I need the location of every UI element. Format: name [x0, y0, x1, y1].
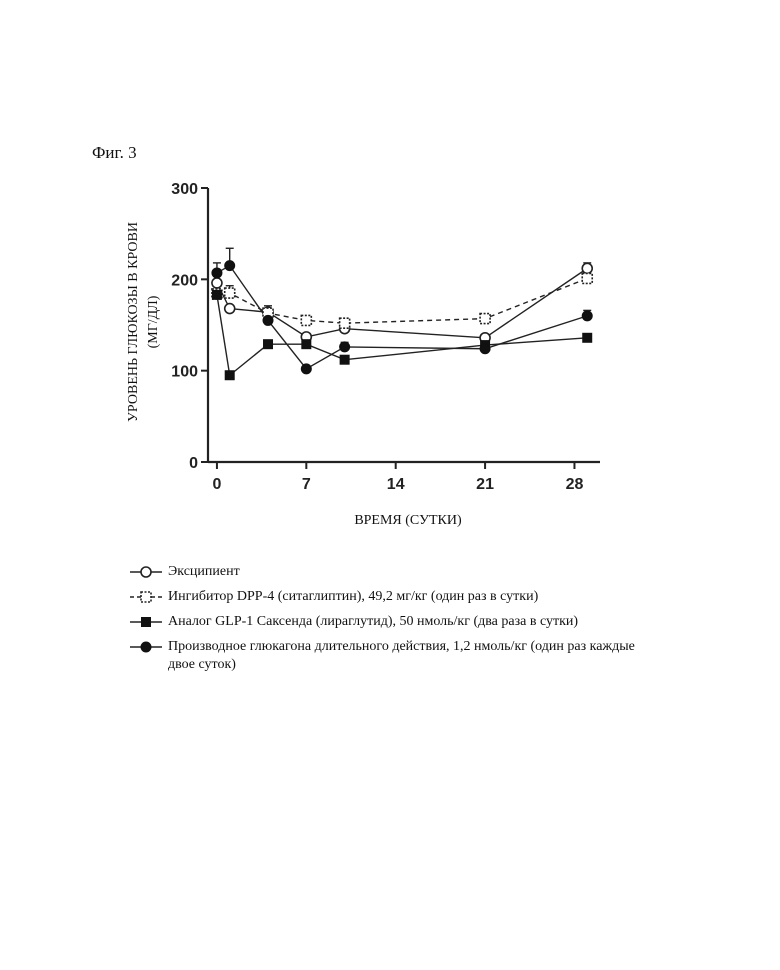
x-tick-label: 14 — [387, 476, 405, 493]
data-point — [582, 263, 592, 273]
data-point — [480, 314, 490, 324]
data-point — [212, 290, 222, 300]
data-point — [480, 344, 490, 354]
x-axis-label: ВРЕМЯ (СУТКИ) — [354, 513, 462, 528]
legend-symbol — [141, 567, 151, 577]
data-point — [301, 315, 311, 325]
series-line — [217, 268, 587, 337]
legend-marker-filled-circle — [128, 638, 164, 656]
legend-label: Аналог GLP-1 Саксенда (лираглутид), 50 н… — [168, 613, 648, 631]
legend-label: Ингибитор DPP-4 (ситаглиптин), 49,2 мг/к… — [168, 588, 648, 606]
y-tick-label: 300 — [171, 181, 198, 198]
data-point — [582, 311, 592, 321]
y-axis-label-unit: (МГ/ДЛ) — [146, 295, 161, 348]
data-point — [225, 304, 235, 314]
data-point — [340, 342, 350, 352]
data-point — [340, 318, 350, 328]
glucose-line-chart: 0 100 200 300 0 7 14 21 28 ВРЕМЯ (СУТКИ) УРОВЕНЬ Г… — [0, 0, 780, 560]
legend-label: Производное глюкагона длительного действ… — [168, 638, 648, 674]
data-point — [582, 333, 592, 343]
legend-marker-filled-square — [128, 613, 164, 631]
y-tick-label: 100 — [171, 364, 198, 381]
y-tick-label: 0 — [189, 455, 198, 472]
legend-item-vehicle: Эксципиент — [128, 563, 648, 581]
data-point — [263, 339, 273, 349]
legend-item-glp1: Аналог GLP-1 Саксенда (лираглутид), 50 н… — [128, 613, 648, 631]
data-point — [225, 288, 235, 298]
data-point — [212, 268, 222, 278]
data-point — [225, 370, 235, 380]
y-axis-label: УРОВЕНЬ ГЛЮКОЗЫ В КРОВИ — [126, 222, 141, 422]
legend-label: Эксципиент — [168, 563, 648, 581]
legend-symbol — [141, 617, 151, 627]
legend-symbol — [141, 642, 151, 652]
data-point — [340, 355, 350, 365]
legend-symbol — [141, 592, 151, 602]
x-tick-label: 28 — [566, 476, 584, 493]
data-point — [301, 339, 311, 349]
legend-item-glucagon: Производное глюкагона длительного действ… — [128, 638, 648, 674]
x-tick-label: 7 — [302, 476, 311, 493]
data-point — [263, 315, 273, 325]
data-point — [582, 273, 592, 283]
x-tick-label: 0 — [212, 476, 221, 493]
y-tick-label: 200 — [171, 272, 198, 289]
legend-marker-open-square — [128, 588, 164, 606]
legend-marker-open-circle — [128, 563, 164, 581]
data-point — [212, 278, 222, 288]
data-point — [301, 364, 311, 374]
data-point — [225, 261, 235, 271]
x-tick-label: 21 — [476, 476, 494, 493]
chart-legend: Эксципиент Ингибитор DPP-4 (ситаглиптин)… — [128, 563, 648, 681]
legend-item-dpp4: Ингибитор DPP-4 (ситаглиптин), 49,2 мг/к… — [128, 588, 648, 606]
